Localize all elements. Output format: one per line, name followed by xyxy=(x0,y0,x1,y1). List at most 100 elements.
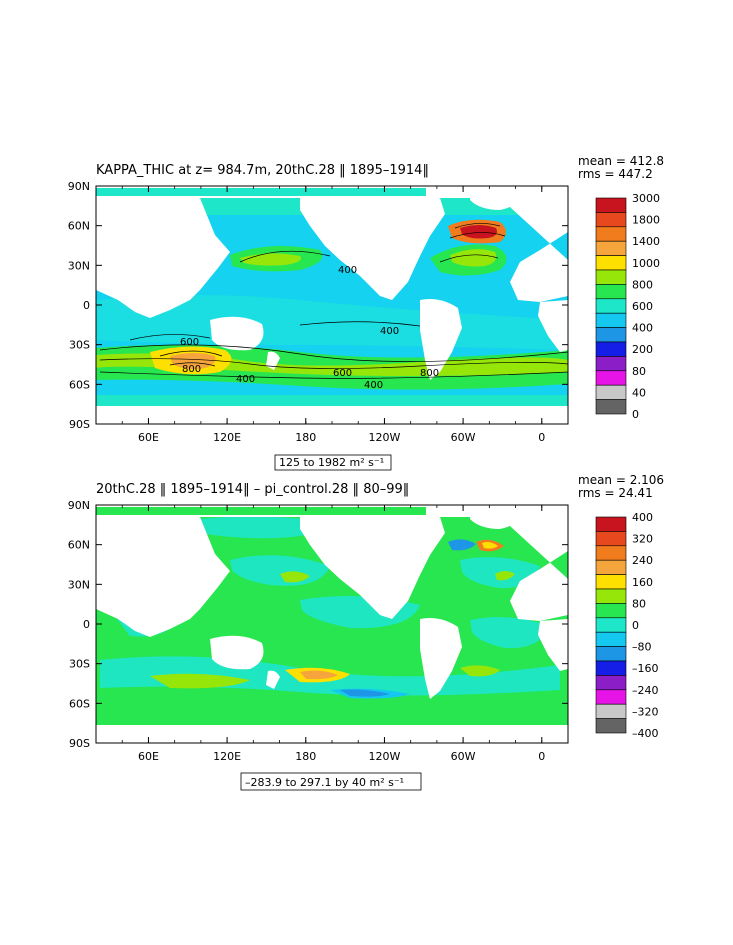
colorbar-label: 200 xyxy=(632,343,653,356)
contour-label: 600 xyxy=(333,368,352,379)
colorbar-swatch xyxy=(595,212,627,228)
colorbar-label: –160 xyxy=(632,662,659,675)
colorbar-label: 800 xyxy=(632,278,653,291)
y-tick-label: 0 xyxy=(83,618,90,631)
y-tick-label: 30N xyxy=(68,578,90,591)
colorbar-swatch xyxy=(595,689,627,705)
colorbar-swatch xyxy=(595,545,627,561)
contour-label: 400 xyxy=(236,374,255,385)
y-tick-label: 30S xyxy=(69,658,90,671)
colorbar-swatch xyxy=(595,298,627,314)
colorbar-label: 600 xyxy=(632,300,653,313)
colorbar-swatch xyxy=(595,703,627,719)
colorbar-swatch xyxy=(595,646,627,662)
colorbar-swatch xyxy=(595,226,627,242)
colorbar-swatch xyxy=(595,660,627,676)
panel-2-map xyxy=(96,505,568,743)
panel-1-land xyxy=(96,188,568,424)
colorbar-swatch xyxy=(595,574,627,590)
colorbar-label: 400 xyxy=(632,511,653,524)
colorbar-swatch xyxy=(595,255,627,271)
colorbar-label: 80 xyxy=(632,597,646,610)
panel-1-rms: rms = 447.2 xyxy=(578,167,653,181)
y-tick-label: 60N xyxy=(68,220,90,233)
colorbar-swatch xyxy=(595,675,627,691)
x-tick-label: 120E xyxy=(213,750,241,763)
x-tick-label: 120E xyxy=(213,431,241,444)
panel-2-axes: 60E 120E 180 120W 60W 0 90N 60N 30N 0 30S 60S 90S xyxy=(68,499,568,763)
panel-1: KAPPA_THIC at z= 984.7m, 20thC.28 ‖ 1895… xyxy=(68,154,664,471)
colorbar-label: 80 xyxy=(632,365,646,378)
colorbar-label: –400 xyxy=(632,727,659,740)
colorbar-swatch xyxy=(595,284,627,300)
panel-2-land xyxy=(96,507,568,743)
panel-2: 20thC.28 ‖ 1895–1914‖ – pi_control.28 ‖ … xyxy=(68,473,664,791)
colorbar-swatch xyxy=(595,559,627,575)
colorbar-label: 3000 xyxy=(632,192,660,205)
panel-1-contours xyxy=(99,223,568,379)
colorbar-swatch xyxy=(595,384,627,400)
colorbar-label: –240 xyxy=(632,684,659,697)
panel-2-title: 20thC.28 ‖ 1895–1914‖ – pi_control.28 ‖ … xyxy=(96,482,409,497)
colorbar-swatch xyxy=(595,399,627,415)
panel-1-mean: mean = 412.8 xyxy=(578,154,664,168)
colorbar-label: 240 xyxy=(632,554,653,567)
colorbar-swatch xyxy=(595,603,627,619)
x-tick-label: 60W xyxy=(451,750,476,763)
panel-1-range-box xyxy=(274,454,392,471)
panel-1-axes: 60E 120E 180 120W 60W 0 90N 60N 30N 0 30S 60S 90S xyxy=(68,180,568,444)
colorbar-label: 320 xyxy=(632,533,653,546)
x-tick-label: 180 xyxy=(295,750,316,763)
x-tick-label: 0 xyxy=(538,750,545,763)
y-tick-label: 60S xyxy=(69,697,90,710)
colorbar-label: 0 xyxy=(632,408,639,421)
x-tick-label: 120W xyxy=(369,750,401,763)
contour-label: 800 xyxy=(420,368,439,379)
x-tick-label: 60W xyxy=(451,431,476,444)
contour-label: 600 xyxy=(180,337,199,348)
colorbar-swatch xyxy=(595,370,627,386)
colorbar-label: 40 xyxy=(632,386,646,399)
x-tick-label: 180 xyxy=(295,431,316,444)
x-tick-label: 60E xyxy=(138,750,159,763)
panel-2-mean: mean = 2.106 xyxy=(578,473,664,487)
panel-2-range-label: –283.9 to 297.1 by 40 m² s⁻¹ xyxy=(245,776,404,789)
colorbar-label: 400 xyxy=(632,322,653,335)
y-tick-label: 60N xyxy=(68,539,90,552)
colorbar-swatch xyxy=(595,631,627,647)
panel-2-range-box xyxy=(240,772,422,791)
colorbar-swatch xyxy=(595,197,627,213)
colorbar-swatch xyxy=(595,516,627,532)
y-tick-label: 0 xyxy=(83,299,90,312)
y-tick-label: 90N xyxy=(68,180,90,193)
contour-label: 400 xyxy=(338,265,357,276)
x-tick-label: 120W xyxy=(369,431,401,444)
panel-2-rms: rms = 24.41 xyxy=(578,486,653,500)
contour-label: 400 xyxy=(380,326,399,337)
colorbar-swatch xyxy=(595,269,627,285)
colorbar-swatch xyxy=(595,327,627,343)
colorbar-swatch xyxy=(595,341,627,357)
colorbar-swatch xyxy=(595,617,627,633)
panel-2-colorbar: 400 320 240 160 80 0 –80 –160 –240 –320 –400 xyxy=(595,511,659,740)
contour-label: 800 xyxy=(182,364,201,375)
colorbar-label: 0 xyxy=(632,619,639,632)
colorbar-swatch xyxy=(595,312,627,328)
contour-label: 400 xyxy=(364,380,383,391)
x-tick-label: 0 xyxy=(538,431,545,444)
colorbar-swatch xyxy=(595,588,627,604)
panel-1-map: 400 600 800 400 600 800 400 400 xyxy=(96,186,568,424)
y-tick-label: 60S xyxy=(69,378,90,391)
colorbar-label: 1400 xyxy=(632,235,660,248)
y-tick-label: 30N xyxy=(68,259,90,272)
colorbar-label: 160 xyxy=(632,576,653,589)
colorbar-label: –320 xyxy=(632,705,659,718)
colorbar-swatch xyxy=(595,718,627,734)
colorbar-swatch xyxy=(595,531,627,547)
y-tick-label: 90S xyxy=(69,418,90,431)
panel-1-range-label: 125 to 1982 m² s⁻¹ xyxy=(279,456,384,469)
y-tick-label: 90N xyxy=(68,499,90,512)
x-tick-label: 60E xyxy=(138,431,159,444)
